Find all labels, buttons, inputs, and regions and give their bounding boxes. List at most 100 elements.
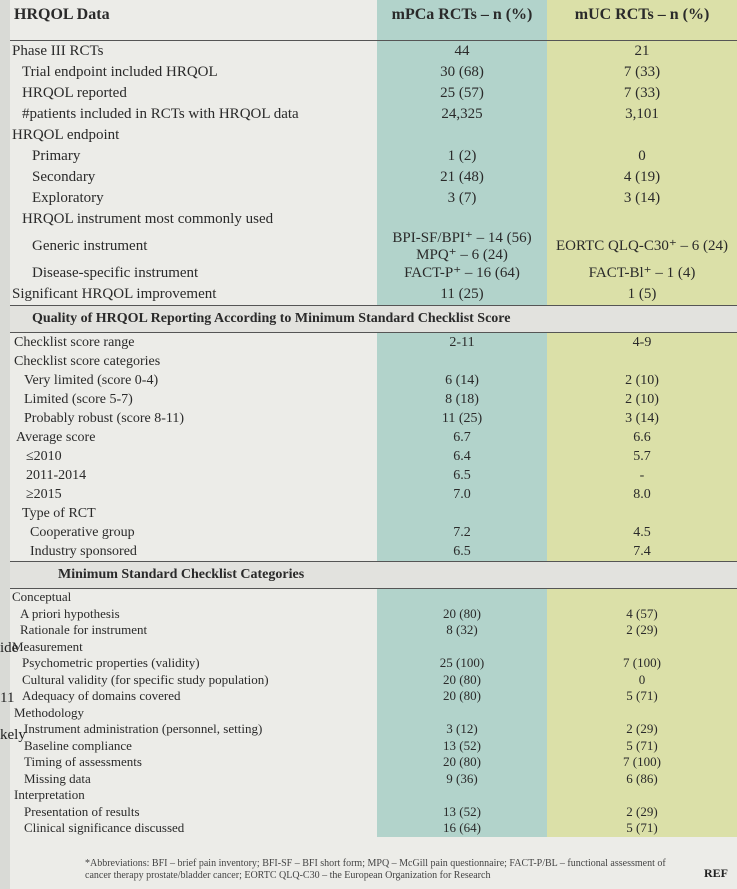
table-row: Generic instrument BPI-SF/BPI⁺ – 14 (56) … [10,230,737,263]
table-row: Conceptual [10,588,737,606]
row-label: Interpretation [14,787,85,803]
table-row: Checklist score range 2-11 4-9 [10,332,737,352]
hrqol-table: HRQOL Data mPCa RCTs – n (%) mUC RCTs – … [10,0,737,837]
table-row: Adequacy of domains covered 20 (80) 5 (71) [10,688,737,705]
muc-value [547,352,737,371]
muc-value: 5.7 [547,447,737,466]
table-row: Presentation of results 13 (52) 2 (29) [10,803,737,820]
table-row: Cultural validity (for specific study po… [10,671,737,688]
table-row: HRQOL instrument most commonly used [10,209,737,230]
row-label: Timing of assessments [24,754,142,770]
row-label: HRQOL instrument most commonly used [22,211,274,228]
muc-value: 7 (33) [547,62,737,83]
row-label: Missing data [24,770,91,786]
row-label: Disease-specific instrument [32,265,199,282]
row-label: ≥2015 [26,486,62,502]
mpca-value: 11 (25) [377,284,547,306]
muc-value: 2 (10) [547,390,737,409]
row-label: Clinical significance discussed [24,820,185,836]
muc-value: 4-9 [547,332,737,352]
mpca-value: 20 (80) [377,671,547,688]
footnote: *Abbreviations: BFI – brief pain invento… [85,858,666,881]
muc-value: - [547,466,737,485]
table-row: #patients included in RCTs with HRQOL da… [10,104,737,125]
row-label: Average score [16,429,96,445]
muc-value: 2 (29) [547,721,737,738]
table-row: Significant HRQOL improvement 11 (25) 1 (5… [10,284,737,306]
row-label: Conceptual [12,589,72,605]
row-label: Exploratory [32,190,104,207]
table-row: Probably robust (score 8-11) 11 (25) 3 (14… [10,409,737,428]
row-label: Secondary [32,169,96,186]
mpca-value: 6 (14) [377,371,547,390]
muc-value: 7 (100) [547,754,737,771]
section-title: Quality of HRQOL Reporting According to … [10,305,737,333]
row-label: Trial endpoint included HRQOL [22,64,218,81]
row-label: Instrument administration (personnel, se… [24,721,263,737]
table-row: Methodology [10,704,737,721]
header-col2: mUC RCTs – n (%) [547,0,737,41]
row-label: A priori hypothesis [20,605,120,621]
table-row: Measurement [10,638,737,655]
table-row: Exploratory 3 (7) 3 (14) [10,188,737,209]
muc-value: 7.4 [547,542,737,562]
table-row: Trial endpoint included HRQOL 30 (68) 7 (3… [10,62,737,83]
mpca-value: 8 (18) [377,390,547,409]
muc-value: 2 (29) [547,622,737,639]
muc-value: FACT-Bl⁺ – 1 (4) [547,263,737,284]
table-row: Cooperative group 7.2 4.5 [10,523,737,542]
mpca-value: 6.7 [377,428,547,447]
muc-value: 3 (14) [547,409,737,428]
mpca-value: 30 (68) [377,62,547,83]
table-row: Psychometric properties (validity) 25 (10… [10,655,737,672]
muc-value [547,504,737,523]
muc-value [547,588,737,606]
muc-value: 5 (71) [547,820,737,837]
muc-value [547,787,737,804]
table-row: Clinical significance discussed 16 (64) 5 … [10,820,737,837]
section-title-row: Quality of HRQOL Reporting According to … [10,305,737,333]
row-label: Measurement [12,638,83,654]
table-row: 2011-2014 6.5- [10,466,737,485]
mpca-value: 7.0 [377,485,547,504]
row-label: Baseline compliance [24,737,132,753]
table-row: ≥2015 7.0 8.0 [10,485,737,504]
muc-value [547,638,737,655]
row-label: Presentation of results [24,803,140,819]
table-row: Timing of assessments 20 (80) 7 (100) [10,754,737,771]
table-row: Baseline compliance 13 (52) 5 (71) [10,737,737,754]
row-label: HRQOL endpoint [12,127,120,144]
muc-value: 6 (86) [547,770,737,787]
section-title: Minimum Standard Checklist Categories [10,561,737,589]
mpca-value [377,588,547,606]
row-label: Adequacy of domains covered [22,688,181,704]
table-row: HRQOL reported 25 (57) 7 (33) [10,83,737,104]
mpca-value: 9 (36) [377,770,547,787]
muc-value: 7 (33) [547,83,737,104]
mpca-value: 16 (64) [377,820,547,837]
row-label: ≤2010 [26,448,62,464]
muc-value: 0 [547,146,737,167]
table-row: Limited (score 5-7) 8 (18) 2 (10) [10,390,737,409]
mpca-value [377,125,547,146]
table-row: Secondary 21 (48) 4 (19) [10,167,737,188]
row-label: Psychometric properties (validity) [22,655,200,671]
row-label: Methodology [14,704,85,720]
table-row: Average score 6.7 6.6 [10,428,737,447]
table-row: Missing data 9 (36) 6 (86) [10,770,737,787]
muc-value: 1 (5) [547,284,737,306]
table-row: Disease-specific instrument FACT-P⁺ – 16 … [10,263,737,284]
row-label: Very limited (score 0-4) [24,372,159,388]
mpca-value: 6.5 [377,542,547,562]
table-row: Phase III RCTs 44 21 [10,40,737,62]
muc-value: 3 (14) [547,188,737,209]
muc-value [547,209,737,230]
row-label: Limited (score 5-7) [24,391,133,407]
mpca-value: FACT-P⁺ – 16 (64) [377,263,547,284]
row-label: Rationale for instrument [20,622,148,638]
mpca-value: 11 (25) [377,409,547,428]
table-row: Very limited (score 0-4) 6 (14) 2 (10) [10,371,737,390]
muc-value: 5 (71) [547,688,737,705]
muc-value: 4.5 [547,523,737,542]
mpca-value: 25 (100) [377,655,547,672]
